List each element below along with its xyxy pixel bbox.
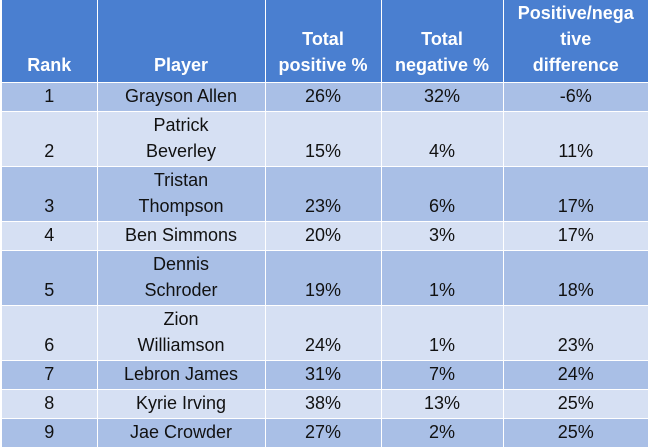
negative-cell: 4%: [381, 111, 504, 167]
positive-cell: 27%: [265, 418, 382, 448]
header-row: Rank Player Total positive % Total negative %…: [2, 0, 648, 83]
table-row: 4 Ben Simmons 20% 3% 17%: [2, 221, 648, 251]
player-cell: Lebron James: [97, 360, 266, 390]
rank-cell: 6: [2, 305, 98, 361]
difference-cell: -6%: [503, 82, 648, 112]
player-name-line: Ben Simmons: [124, 225, 238, 245]
table-row: 9 Jae Crowder 27% 2% 25%: [2, 418, 648, 448]
header-text: tive: [560, 29, 592, 49]
player-cell: Patrick Beverley: [97, 111, 266, 167]
difference-cell: 17%: [503, 166, 648, 222]
header-rank: Rank: [2, 0, 98, 83]
player-cell: Zion Williamson: [97, 305, 266, 361]
header-total-negative: Total negative %: [381, 0, 504, 83]
negative-cell: 2%: [381, 418, 504, 448]
difference-cell: 23%: [503, 305, 648, 361]
table-header: Rank Player Total positive % Total negative %…: [2, 0, 648, 83]
player-cell: Ben Simmons: [97, 221, 266, 251]
header-text: Positive/nega: [517, 3, 634, 23]
table-row: 1 Grayson Allen 26% 32% -6%: [2, 82, 648, 112]
player-name-line: Patrick: [153, 115, 209, 135]
player-name-line: Beverley: [145, 141, 217, 161]
negative-cell: 3%: [381, 221, 504, 251]
header-difference: Positive/nega tive difference: [503, 0, 648, 83]
player-name-line: Kyrie Irving: [135, 393, 227, 413]
table-row: 2 Patrick Beverley 15% 4% 11%: [2, 111, 648, 167]
table-row: 3 Tristan Thompson 23% 6% 17%: [2, 166, 648, 222]
rank-cell: 9: [2, 418, 98, 448]
rank-cell: 5: [2, 250, 98, 306]
positive-cell: 26%: [265, 82, 382, 112]
header-text: negative %: [394, 55, 490, 75]
table-row: 8 Kyrie Irving 38% 13% 25%: [2, 389, 648, 419]
positive-cell: 23%: [265, 166, 382, 222]
rank-cell: 8: [2, 389, 98, 419]
positive-cell: 31%: [265, 360, 382, 390]
header-total-positive: Total positive %: [265, 0, 382, 83]
player-cell: Jae Crowder: [97, 418, 266, 448]
table-body: 1 Grayson Allen 26% 32% -6% 2 Patrick Beverley 1…: [2, 82, 648, 448]
difference-cell: 24%: [503, 360, 648, 390]
player-cell: Kyrie Irving: [97, 389, 266, 419]
negative-cell: 7%: [381, 360, 504, 390]
player-name-line: Jae Crowder: [129, 422, 233, 442]
negative-cell: 1%: [381, 305, 504, 361]
header-text: Total: [421, 29, 463, 49]
rank-cell: 7: [2, 360, 98, 390]
positive-cell: 38%: [265, 389, 382, 419]
player-name-line: Zion: [163, 309, 199, 329]
negative-cell: 1%: [381, 250, 504, 306]
negative-cell: 32%: [381, 82, 504, 112]
positive-cell: 19%: [265, 250, 382, 306]
header-text: Total: [302, 29, 344, 49]
header-player: Player: [97, 0, 266, 83]
table-row: 6 Zion Williamson 24% 1% 23%: [2, 305, 648, 361]
positive-cell: 20%: [265, 221, 382, 251]
negative-cell: 6%: [381, 166, 504, 222]
rank-cell: 3: [2, 166, 98, 222]
negative-cell: 13%: [381, 389, 504, 419]
player-cell: Grayson Allen: [97, 82, 266, 112]
header-text: positive %: [278, 55, 368, 75]
header-text: difference: [532, 55, 619, 75]
rank-cell: 2: [2, 111, 98, 167]
player-name-line: Dennis: [152, 254, 210, 274]
player-name-line: Schroder: [144, 280, 218, 300]
positive-cell: 15%: [265, 111, 382, 167]
player-cell: Tristan Thompson: [97, 166, 266, 222]
player-cell: Dennis Schroder: [97, 250, 266, 306]
player-name-line: Williamson: [137, 335, 225, 355]
difference-cell: 25%: [503, 418, 648, 448]
rank-cell: 4: [2, 221, 98, 251]
player-name-line: Grayson Allen: [124, 86, 238, 106]
positive-cell: 24%: [265, 305, 382, 361]
difference-cell: 11%: [503, 111, 648, 167]
player-name-line: Tristan: [153, 170, 209, 190]
player-name-line: Lebron James: [123, 364, 239, 384]
player-name-line: Thompson: [138, 196, 224, 216]
header-text: Player: [153, 55, 209, 75]
table-row: 7 Lebron James 31% 7% 24%: [2, 360, 648, 390]
table-row: 5 Dennis Schroder 19% 1% 18%: [2, 250, 648, 306]
difference-cell: 18%: [503, 250, 648, 306]
difference-cell: 17%: [503, 221, 648, 251]
difference-cell: 25%: [503, 389, 648, 419]
header-text: Rank: [27, 55, 72, 75]
rank-cell: 1: [2, 82, 98, 112]
